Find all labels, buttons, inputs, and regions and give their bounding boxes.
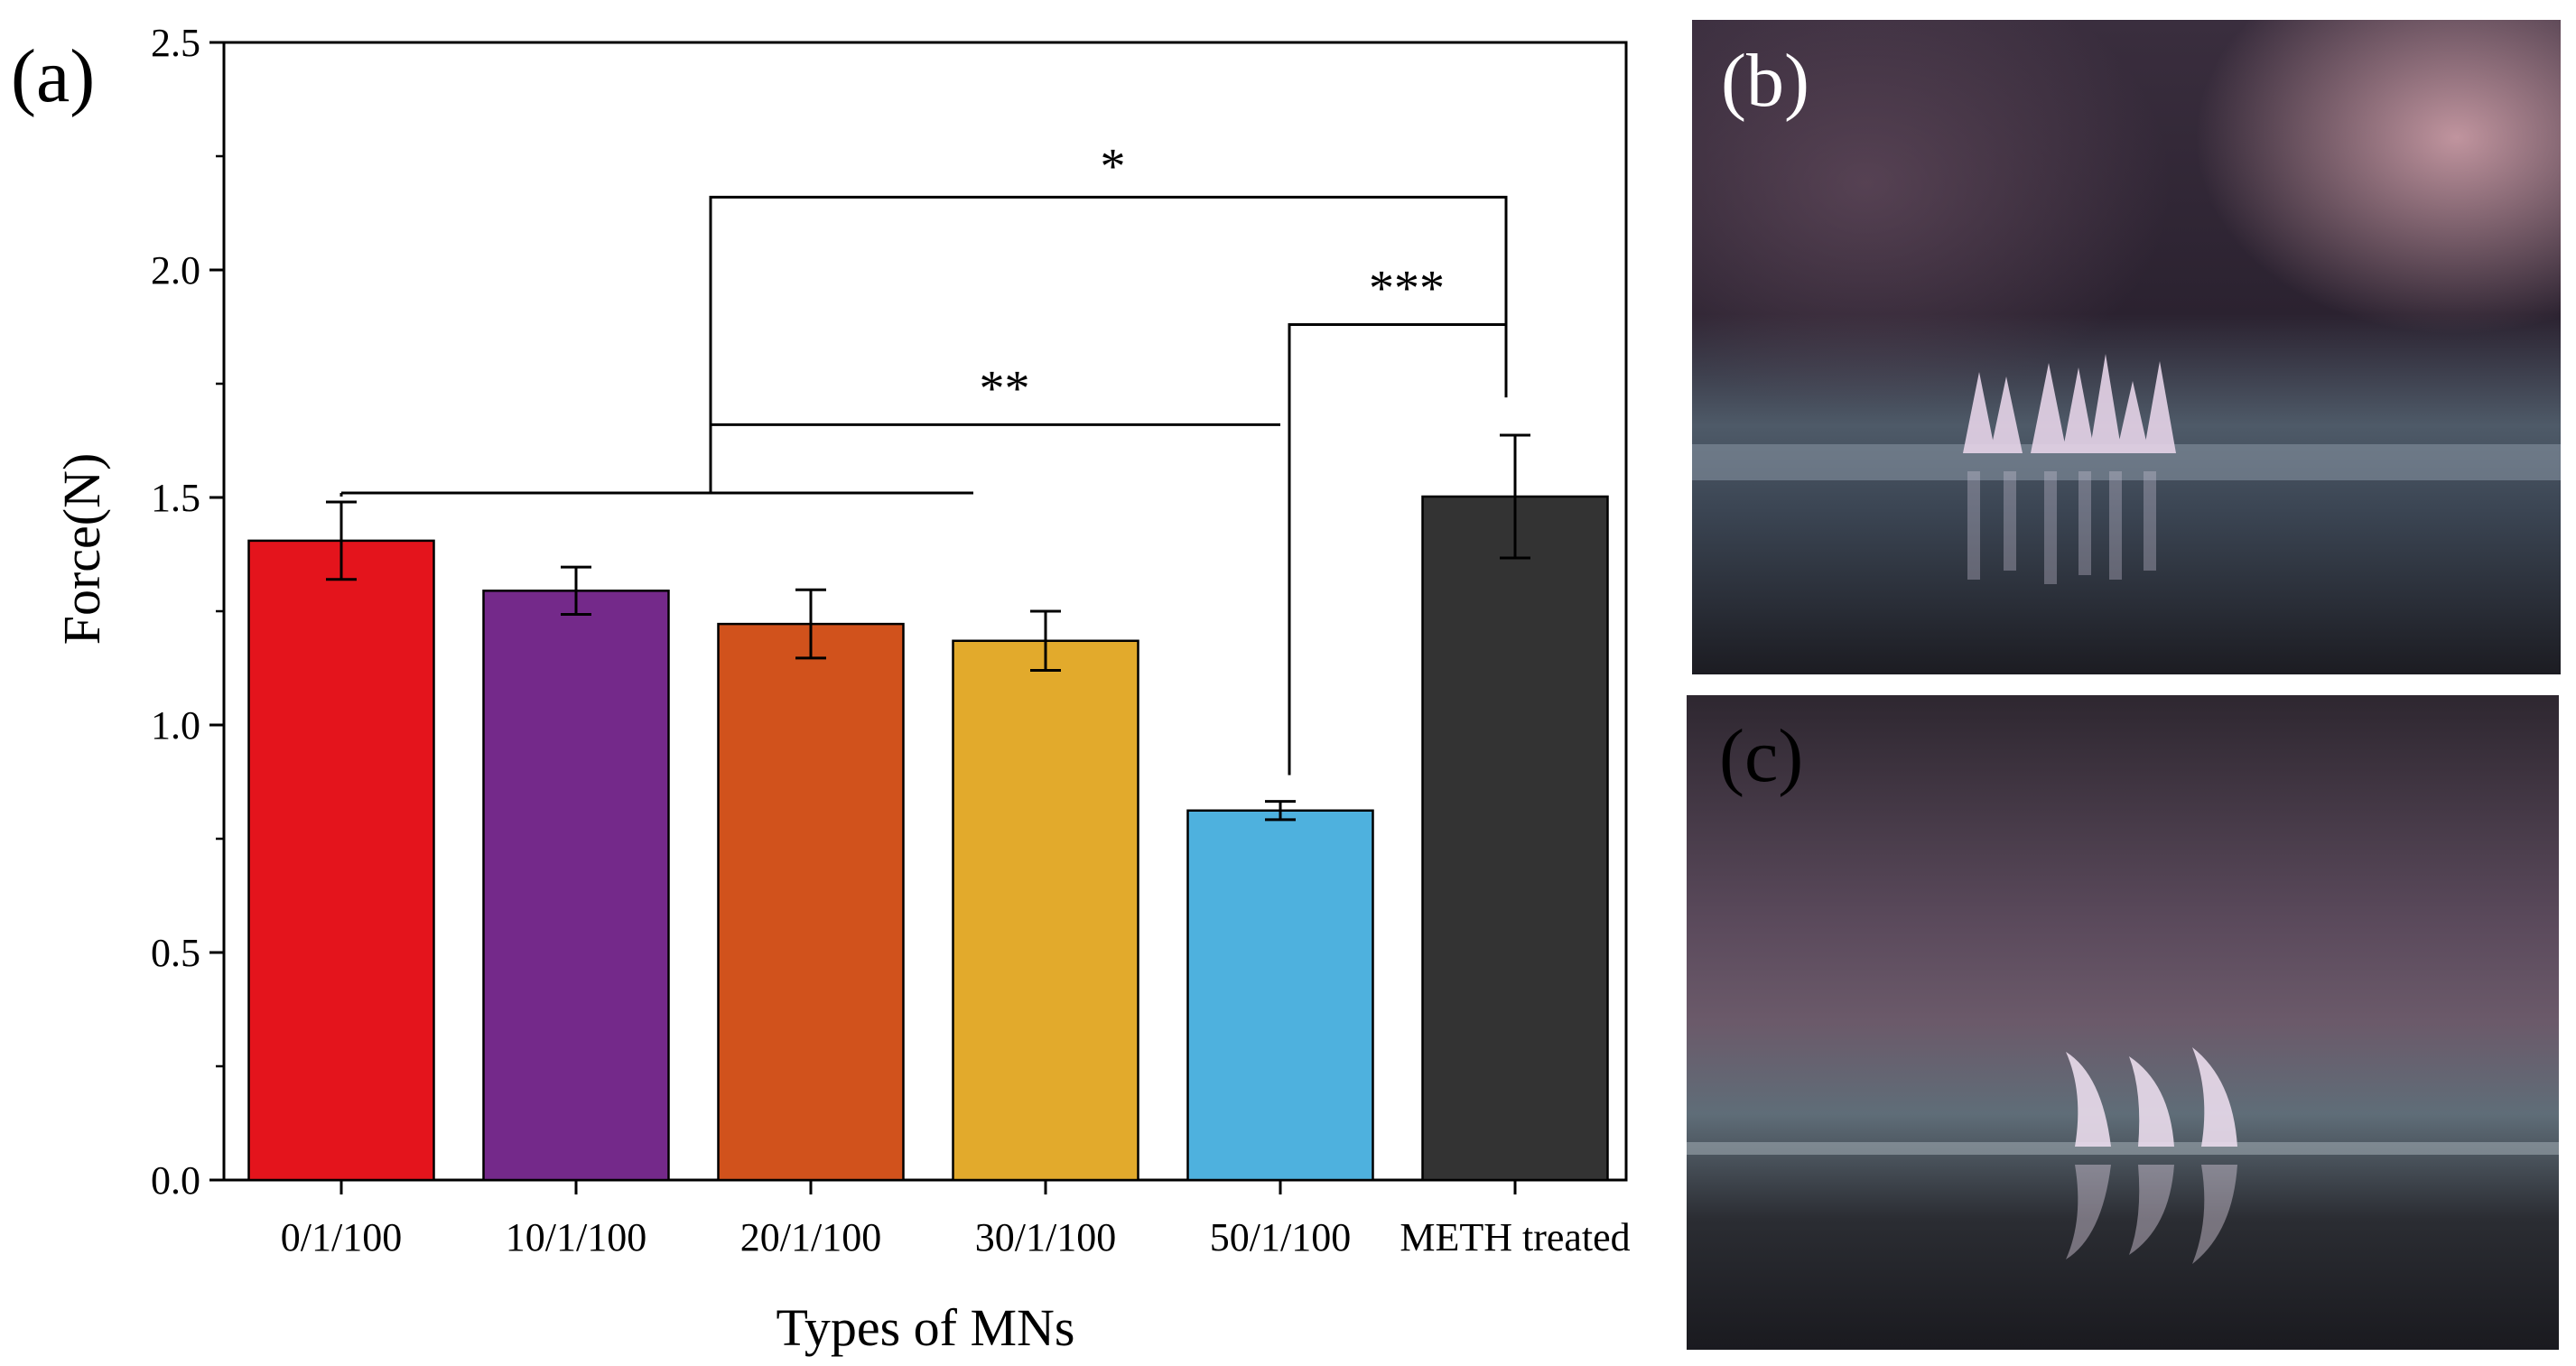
bar-meth-treated (1421, 495, 1609, 1182)
microneedle-photo-b (1692, 20, 2561, 674)
bar-20-1-100 (717, 622, 905, 1182)
error-bar (795, 588, 826, 660)
significance-bracket-star (709, 195, 1508, 493)
error-bar (561, 565, 591, 617)
error-bar (1265, 800, 1296, 822)
error-bar (1030, 609, 1061, 673)
microneedle-tips-b (1963, 354, 2176, 453)
microneedle-tips-c (2066, 1047, 2237, 1147)
photo-panel-b: (b) (1692, 20, 2561, 674)
significance-label: ** (980, 360, 1030, 416)
significance-label: *** (1369, 260, 1445, 316)
y-tick-label: 2.0 (151, 248, 200, 293)
microneedle-photo-c (1687, 695, 2559, 1350)
x-tick-label: METH treated (1400, 1215, 1630, 1259)
y-tick-label: 0.0 (151, 1158, 200, 1203)
y-tick-label: 0.5 (151, 931, 200, 975)
panel-label-c: (c) (1719, 714, 1804, 798)
y-axis-label: Force(N) (52, 453, 111, 646)
bar-0-1-100 (247, 539, 435, 1182)
photo-panel-c: (c) (1687, 695, 2559, 1350)
significance-label: * (1101, 138, 1126, 194)
x-tick-label: 50/1/100 (1210, 1215, 1351, 1259)
x-tick-label: 0/1/100 (281, 1215, 402, 1259)
significance-bracket-triple-star (1288, 322, 1508, 776)
x-tick-label: 30/1/100 (975, 1215, 1116, 1259)
bar-30-1-100 (952, 639, 1139, 1182)
y-tick-label: 1.0 (151, 703, 200, 748)
panel-label-a: (a) (11, 34, 95, 118)
group-bracket (339, 491, 973, 497)
error-bar (326, 500, 357, 581)
y-tick-label: 1.5 (151, 476, 200, 520)
bar-chart: ****** 0.00.51.01.52.02.50/1/100 10/1/100… (11, 21, 1631, 1357)
x-tick-label: 20/1/100 (740, 1215, 881, 1259)
bar-50-1-100 (1186, 809, 1374, 1182)
panel-label-b: (b) (1721, 39, 1809, 123)
error-bar (1500, 433, 1530, 560)
bar-10-1-100 (482, 590, 670, 1182)
y-tick-label: 2.5 (151, 21, 200, 65)
x-axis-label: Types of MNs (776, 1298, 1074, 1357)
x-tick-label: 10/1/100 (506, 1215, 646, 1259)
